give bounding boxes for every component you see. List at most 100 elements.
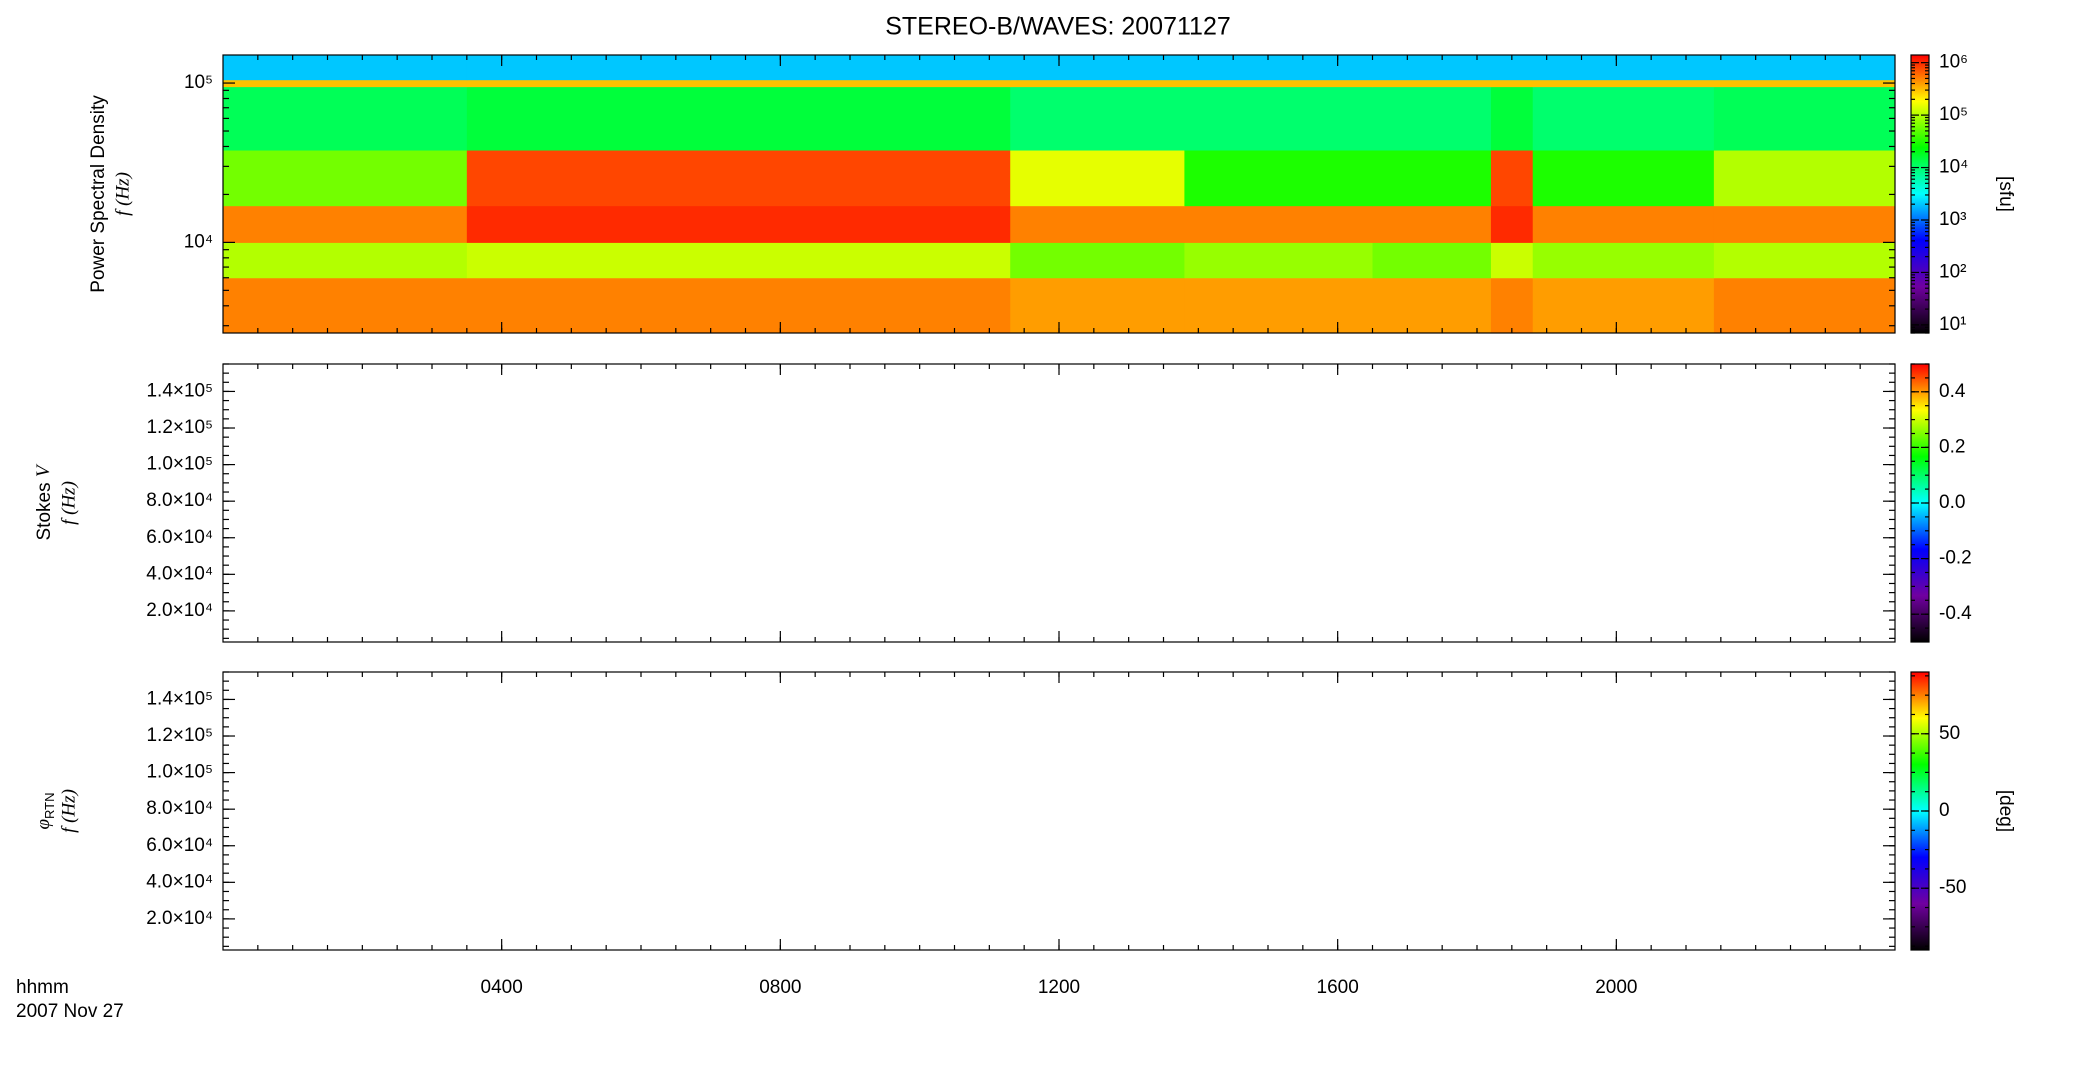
heatmap-cell [1010, 242, 1185, 279]
y-tick-label: 2.0×10⁴ [146, 908, 213, 929]
x-tick-label: 2000 [1595, 977, 1637, 998]
heatmap-cell [1010, 86, 1185, 151]
y-tick-label: 1.0×10⁵ [146, 454, 213, 475]
heatmap-cell [1713, 86, 1896, 151]
y-axis-label-symbol: φ [33, 819, 54, 830]
colorbar [1911, 55, 1929, 333]
heatmap-cell [466, 205, 1011, 243]
y-tick-label: 8.0×10⁴ [146, 798, 213, 819]
y-axis-label: f (Hz) [58, 789, 79, 833]
heatmap-cell [1372, 205, 1492, 243]
y-axis-label: f (Hz) [58, 481, 79, 525]
colorbar-tick-label: 10² [1939, 261, 1966, 282]
y-tick-label: 2.0×10⁴ [146, 600, 213, 621]
y-tick-label: 1.2×10⁵ [146, 417, 213, 438]
colorbar-tick-label: 10⁵ [1939, 104, 1968, 125]
colorbar-tick-label: 10¹ [1939, 314, 1966, 335]
heatmap-cell [466, 277, 1011, 334]
heatmap-cell [1713, 277, 1896, 334]
heatmap-cell [1010, 150, 1185, 207]
date-label: 2007 Nov 27 [16, 1001, 124, 1022]
heatmap-cell [1372, 242, 1492, 279]
heatmap-cell [466, 150, 1011, 207]
heatmap-cell [1490, 242, 1534, 279]
heatmap-cell [466, 79, 1011, 88]
heatmap-cell [1713, 242, 1896, 279]
heatmap-cell [1490, 150, 1534, 207]
heatmap-cell [1372, 79, 1492, 88]
colorbar-tick-label: -0.2 [1939, 548, 1972, 569]
heatmap-cell [1184, 277, 1373, 334]
heatmap-cell [1372, 86, 1492, 151]
heatmap-cell [1713, 150, 1896, 207]
y-axis-label-subscript: RTN [42, 793, 57, 819]
heatmap-cell [1372, 55, 1492, 81]
heatmap-cell [1532, 150, 1715, 207]
colorbar-tick-label: 0.2 [1939, 436, 1965, 457]
heatmap-cell [1184, 86, 1373, 151]
heatmap-cell [1490, 205, 1534, 243]
heatmap-cell [1490, 79, 1534, 88]
heatmap-cell [223, 150, 468, 207]
heatmap-cell [1532, 86, 1715, 151]
heatmap-cell [466, 55, 1011, 81]
heatmap-cell [223, 79, 468, 88]
y-tick-label: 6.0×10⁴ [146, 835, 213, 856]
y-tick-label: 1.0×10⁵ [146, 762, 213, 783]
plot-frame [222, 671, 1896, 951]
heatmap-cell [1184, 55, 1373, 81]
heatmap-cell [1010, 79, 1185, 88]
heatmap-cell [1713, 55, 1896, 81]
colorbar-tick-label: 0.0 [1939, 492, 1965, 513]
y-axis-label: Power Spectral Density [88, 95, 109, 293]
y-tick-label: 8.0×10⁴ [146, 490, 213, 511]
y-axis-label-symbol: V [33, 463, 54, 477]
chart-title: STEREO-B/WAVES: 20071127 [885, 13, 1231, 41]
heatmap-cell [223, 86, 468, 151]
y-tick-label: 1.4×10⁵ [146, 688, 213, 709]
heatmap-cell [1532, 205, 1715, 243]
y-tick-label: 4.0×10⁴ [146, 563, 213, 584]
colorbar-tick-label: 10³ [1939, 209, 1966, 230]
y-tick-label: 10⁵ [184, 72, 213, 93]
heatmap-cell [1184, 242, 1373, 279]
x-tick-label: 1200 [1038, 977, 1080, 998]
y-tick-label: 1.4×10⁵ [146, 380, 213, 401]
x-tick-label: 1600 [1317, 977, 1359, 998]
heatmap-cell [223, 205, 468, 243]
heatmap-cell [1010, 205, 1185, 243]
heatmap-cell [1532, 277, 1715, 334]
heatmap-cell [1713, 79, 1896, 88]
y-axis-label: φRTN [33, 793, 57, 830]
y-tick-label: 4.0×10⁴ [146, 871, 213, 892]
heatmap-cell [1184, 205, 1373, 243]
colorbar-tick-label: -50 [1939, 877, 1966, 898]
colorbar [1911, 364, 1929, 642]
heatmap-cell [1010, 55, 1185, 81]
heatmap-cell [466, 242, 1011, 279]
y-tick-label: 1.2×10⁵ [146, 725, 213, 746]
x-tick-label: 0800 [759, 977, 801, 998]
heatmap-cell [1184, 150, 1373, 207]
colorbar-tick-label: -0.4 [1939, 603, 1972, 624]
heatmap-cell [1713, 205, 1896, 243]
heatmap-cell [1532, 55, 1715, 81]
heatmap-cell [223, 277, 468, 334]
colorbar [1911, 672, 1929, 950]
y-axis-label-text: Stokes [34, 482, 55, 540]
heatmap-cell [223, 242, 468, 279]
colorbar-tick-label: 0 [1939, 800, 1950, 821]
time-label: hhmm [16, 977, 69, 998]
y-axis-label: f (Hz) [112, 172, 133, 216]
heatmap-cell [1532, 79, 1715, 88]
heatmap-cell [223, 55, 468, 81]
colorbar-frame [1910, 54, 1930, 334]
y-tick-label: 10⁴ [184, 231, 213, 252]
colorbar-label: [deg] [1995, 790, 2016, 832]
colorbar-tick-label: 0.4 [1939, 381, 1966, 402]
plot-frame [222, 363, 1896, 643]
colorbar-tick-label: 50 [1939, 723, 1960, 744]
colorbar-tick-label: 10⁶ [1939, 52, 1968, 73]
y-tick-label: 6.0×10⁴ [146, 527, 213, 548]
